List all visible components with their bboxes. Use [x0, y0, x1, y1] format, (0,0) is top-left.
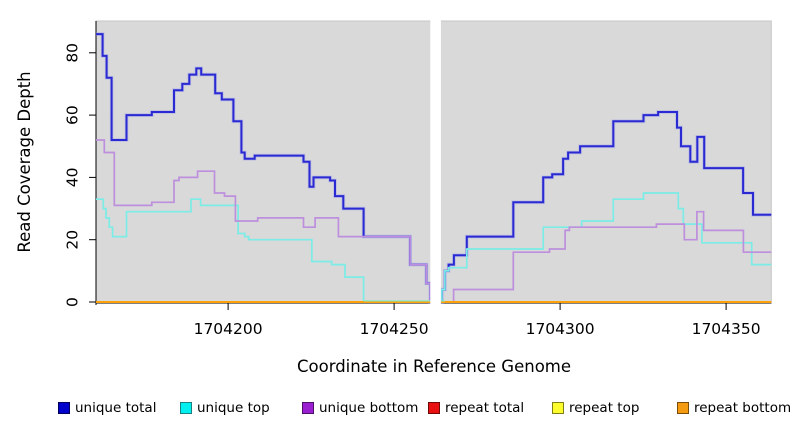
- y-tick-label: 20: [64, 230, 82, 250]
- x-tick-label: 1704200: [194, 320, 263, 338]
- series-unique-bottom-line: [96, 139, 772, 303]
- legend-label: repeat total: [445, 400, 525, 416]
- legend-swatch-repeat-bottom: [677, 402, 689, 414]
- legend-swatch-repeat-top: [552, 402, 564, 414]
- series-unique-top-line: [96, 192, 772, 303]
- legend-swatch-unique-total: [58, 402, 70, 414]
- legend-label: unique top: [197, 400, 270, 416]
- y-tick-label: 60: [64, 105, 82, 125]
- coverage-plot-svg: 1704200 1704250 1704300 1704350 0 20 40 60 80 Coo…: [15, 20, 772, 376]
- coverage-gap: [430, 20, 441, 314]
- y-tick-label: 40: [64, 168, 82, 188]
- x-tick-label: 1704350: [692, 320, 761, 338]
- legend-swatch-unique-bottom: [302, 402, 314, 414]
- legend: unique total unique top unique bottom repea…: [0, 396, 792, 426]
- y-axis-title: Read Coverage Depth: [15, 71, 34, 252]
- x-axis-title: Coordinate in Reference Genome: [297, 357, 571, 376]
- legend-label: repeat bottom: [694, 400, 792, 416]
- legend-label: unique bottom: [319, 400, 419, 416]
- legend-swatch-unique-top: [180, 402, 192, 414]
- x-tick-label: 1704250: [360, 320, 429, 338]
- y-tick-label: 80: [64, 43, 82, 63]
- legend-label: repeat top: [569, 400, 640, 416]
- legend-swatch-repeat-total: [428, 402, 440, 414]
- legend-label: unique total: [75, 400, 157, 416]
- y-tick-label: 0: [64, 297, 82, 307]
- x-tick-label: 1704300: [526, 320, 595, 338]
